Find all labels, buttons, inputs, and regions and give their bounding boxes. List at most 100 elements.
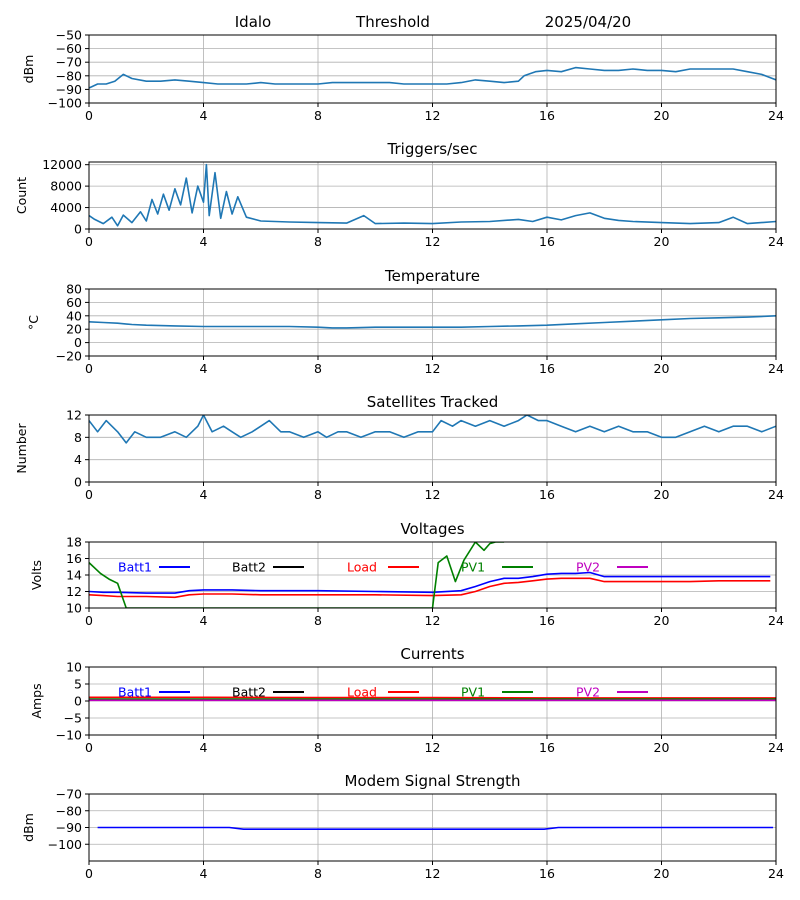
x-tick-label: 4 [200, 234, 208, 249]
series-group [89, 415, 776, 444]
chart-panel-1: 0 4 8 12 16 20 24 −100−90−80−70−60−50 dBm [21, 28, 784, 124]
series-group [89, 315, 776, 329]
y-tick-label: 12 [66, 408, 82, 423]
chart-title: Voltages [400, 520, 464, 538]
legend-label-batt2: Batt2 [232, 560, 266, 575]
series-group [89, 542, 771, 608]
y-tick-label: 16 [66, 551, 82, 566]
x-tick-label: 24 [768, 234, 784, 249]
legend-label-pv1: PV1 [461, 560, 485, 575]
x-tick-label: 0 [85, 740, 93, 755]
series-line-1 [89, 315, 776, 329]
y-axis-label: Volts [29, 560, 44, 590]
x-tick-label: 24 [768, 361, 784, 376]
x-tick-label: 12 [425, 361, 441, 376]
series-group [97, 826, 774, 831]
x-tick-label: 8 [314, 361, 322, 376]
x-tick-label: 16 [539, 361, 555, 376]
x-tick-label: 20 [654, 361, 670, 376]
x-tick-label: 0 [85, 487, 93, 502]
y-tick-label: 10 [66, 601, 82, 616]
x-tick-label: 12 [425, 108, 441, 123]
y-tick-label: 0 [74, 475, 82, 490]
x-tick-label: 24 [768, 613, 784, 628]
x-tick-label: 0 [85, 866, 93, 881]
x-tick-label: 8 [314, 613, 322, 628]
x-tick-label: 12 [425, 866, 441, 881]
series-group [89, 66, 776, 89]
y-tick-label: −90 [56, 82, 82, 97]
y-tick-label: 18 [66, 535, 82, 550]
y-axis-label: °C [26, 315, 41, 330]
series-line-1 [97, 826, 774, 831]
x-tick-label: 24 [768, 108, 784, 123]
chart-title: Temperature [384, 267, 480, 285]
chart-panel-7: 0 4 8 12 16 20 24 −100 −90 −80−70 Modem Signal Str… [21, 772, 784, 881]
legend-label-batt1: Batt1 [118, 685, 152, 700]
y-tick-label: −90 [56, 820, 82, 835]
x-tick-label: 8 [314, 108, 322, 123]
x-tick-label: 8 [314, 740, 322, 755]
legend-label-batt1: Batt1 [118, 560, 152, 575]
x-tick-label: 4 [200, 740, 208, 755]
chart-panel-4: 0 4 8 12 16 20 24 0 4 8 12 Satellites Tracked Number [14, 393, 784, 502]
y-tick-label: 5 [74, 677, 82, 692]
legend-label-batt2: Batt2 [232, 685, 266, 700]
x-tick-label: 16 [539, 866, 555, 881]
series-group [89, 696, 776, 702]
series-line-batt1 [89, 571, 771, 594]
chart-title: Modem Signal Strength [345, 772, 521, 790]
chart-title: Satellites Tracked [367, 393, 498, 411]
y-tick-label: 40 [66, 308, 82, 323]
x-tick-label: 0 [85, 234, 93, 249]
y-tick-label: −70 [56, 55, 82, 70]
y-tick-label: −100 [48, 96, 82, 111]
x-tick-label: 4 [200, 487, 208, 502]
x-tick-label: 20 [654, 866, 670, 881]
legend-label-load: Load [347, 685, 377, 700]
y-axis-label: dBm [21, 813, 36, 842]
series-line-1 [89, 163, 776, 227]
series-group [89, 163, 776, 227]
y-tick-label: 12000 [42, 157, 82, 172]
y-axis-label: Amps [29, 683, 44, 718]
legend-label-pv2: PV2 [576, 685, 600, 700]
y-tick-label: 80 [66, 282, 82, 297]
series-line-load [89, 577, 771, 599]
legend-label-pv1: PV1 [461, 685, 485, 700]
x-tick-label: 0 [85, 613, 93, 628]
y-tick-label: −10 [56, 728, 82, 743]
x-tick-label: 20 [654, 487, 670, 502]
y-tick-label: 4 [74, 452, 82, 467]
x-tick-label: 4 [200, 108, 208, 123]
y-tick-label: 0 [74, 335, 82, 350]
mode-label: Threshold [355, 13, 430, 31]
series-line-load [89, 696, 776, 699]
legend-label-load: Load [347, 560, 377, 575]
y-axis-label: Number [14, 423, 29, 474]
x-tick-label: 0 [85, 361, 93, 376]
series-line-1 [89, 415, 776, 444]
x-tick-label: 8 [314, 234, 322, 249]
y-tick-label: −80 [56, 68, 82, 83]
y-tick-label: 60 [66, 295, 82, 310]
y-tick-label: −5 [64, 711, 82, 726]
chart-title: Currents [400, 645, 464, 663]
x-tick-label: 20 [654, 613, 670, 628]
report-date: 2025/04/20 [545, 13, 631, 31]
y-tick-label: 4000 [50, 200, 82, 215]
x-tick-label: 24 [768, 487, 784, 502]
x-tick-label: 4 [200, 361, 208, 376]
y-tick-label: 10 [66, 660, 82, 675]
x-tick-label: 8 [314, 866, 322, 881]
y-tick-label: 20 [66, 322, 82, 337]
x-tick-label: 12 [425, 613, 441, 628]
y-tick-label: −100 [48, 837, 82, 852]
x-tick-label: 20 [654, 234, 670, 249]
x-tick-label: 0 [85, 108, 93, 123]
x-tick-label: 16 [539, 487, 555, 502]
x-tick-label: 24 [768, 866, 784, 881]
